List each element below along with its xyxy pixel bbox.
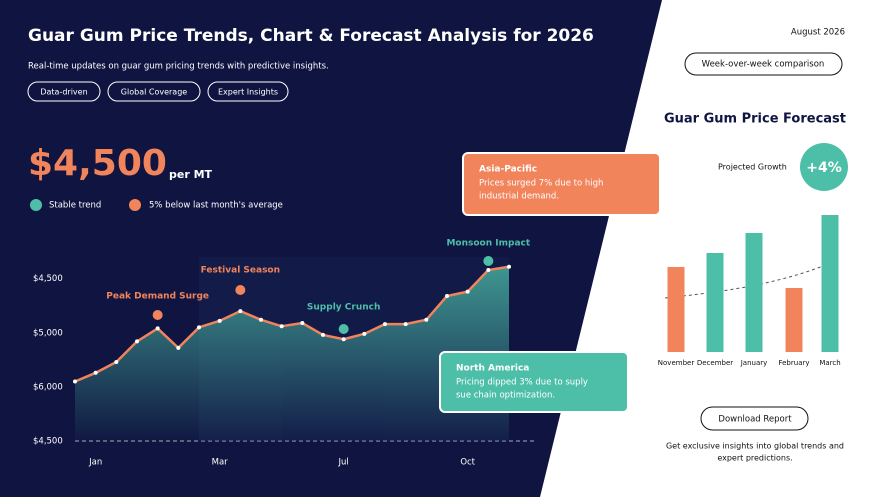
growth-circle (800, 143, 848, 191)
point (403, 322, 408, 327)
tag (207, 81, 289, 102)
bar (785, 288, 803, 352)
annotation: Monsoon Impact (446, 239, 530, 249)
x-tick-label: January (740, 359, 768, 367)
footer-text: Get exclusive insights into global trend… (666, 442, 844, 451)
point (73, 379, 77, 384)
x-tick-label: Mar (212, 458, 229, 468)
point (321, 332, 325, 337)
point (135, 339, 139, 344)
point (507, 264, 511, 269)
point (155, 326, 160, 331)
callout (439, 351, 629, 413)
point (341, 337, 346, 342)
bar (667, 267, 685, 352)
bar (745, 233, 763, 352)
point (259, 317, 263, 322)
annotation: Festival Season (201, 266, 280, 276)
annotation-dot (338, 324, 349, 334)
annotation: Supply Crunch (307, 303, 380, 313)
point (362, 331, 367, 336)
point (383, 322, 387, 327)
compare-button-label[interactable]: Week-over-week comparison (702, 60, 825, 70)
point (300, 321, 305, 326)
annotation-dot (152, 310, 163, 320)
x-tick-label: February (778, 359, 809, 367)
price-unit: per MT (169, 168, 213, 181)
point (197, 325, 201, 330)
bar (821, 215, 839, 352)
point (217, 318, 222, 323)
point (424, 317, 429, 322)
point (93, 370, 98, 375)
badge: Stable trend (49, 201, 101, 211)
price: $4,500 (28, 143, 167, 184)
point (486, 267, 491, 272)
y-tick-label: $4,500 (33, 437, 63, 447)
y-tick-label: $6,000 (33, 382, 63, 392)
download-button[interactable] (700, 406, 809, 431)
title: Guar Gum Price Trends, Chart & Forecast … (28, 26, 594, 46)
label: Expert Insights (218, 88, 278, 97)
bar (706, 253, 724, 352)
point (445, 293, 449, 298)
check-icon (30, 199, 42, 211)
callout-text: industrial demand. (479, 192, 559, 202)
y-tick-label: $4,500 (33, 274, 63, 284)
download-label[interactable]: Download Report (718, 415, 792, 425)
x-tick-label: Jan (88, 458, 102, 468)
x-tick-label: Jul (338, 458, 349, 468)
forecast-title: Guar Gum Price Forecast (664, 112, 846, 127)
point (114, 359, 119, 364)
callout-title: North America (456, 364, 529, 374)
annotation-dot (235, 285, 246, 295)
x-tick-label: December (697, 359, 733, 367)
callout-title: Asia-Pacific (479, 165, 537, 175)
x-tick-label: November (658, 359, 695, 367)
tag (107, 81, 201, 102)
label: Global Coverage (121, 88, 187, 97)
point (465, 289, 470, 294)
x-tick-label: Oct (460, 458, 475, 468)
point (176, 345, 181, 350)
tag (27, 81, 101, 102)
badge: 5% below last month's average (149, 201, 283, 211)
subtitle: Real-time updates on guar gum pricing tr… (28, 62, 329, 72)
point (238, 309, 243, 314)
callout-text: Prices surged 7% due to high (479, 179, 603, 189)
point (279, 324, 284, 329)
area (75, 266, 509, 441)
line (74, 265, 510, 383)
callout (462, 152, 661, 216)
callout-text: sue chain optimization. (456, 391, 555, 401)
x-tick-label: March (819, 359, 840, 367)
growth-value: +4% (806, 160, 842, 176)
annotation: Peak Demand Surge (106, 292, 209, 302)
label: Data-driven (40, 88, 87, 97)
compare-button[interactable] (684, 52, 843, 76)
callout-text: Pricing dipped 3% due to suply (456, 378, 588, 388)
annotation-dot (483, 256, 494, 266)
date: August 2026 (791, 28, 845, 38)
down-icon (129, 199, 141, 211)
y-tick-label: $5,000 (33, 328, 63, 338)
growth-label: Projected Growth (718, 163, 787, 172)
footer-text: expert predictions. (717, 454, 792, 463)
